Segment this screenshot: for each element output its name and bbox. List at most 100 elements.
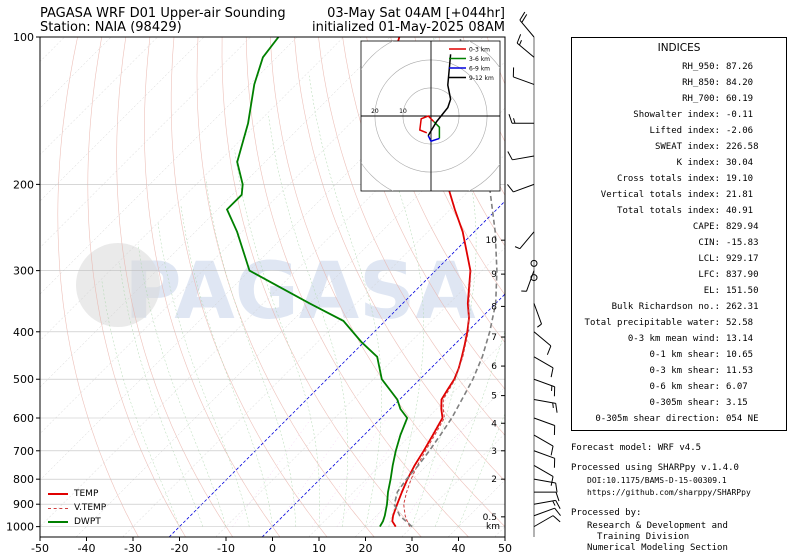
wind-barb-flag bbox=[508, 114, 513, 124]
index-value: 13.14 bbox=[726, 334, 754, 344]
km-tick-label: 5 bbox=[491, 392, 497, 402]
wind-barb bbox=[533, 450, 556, 468]
wind-barb bbox=[516, 34, 535, 58]
wind-barb-flag bbox=[507, 151, 513, 161]
wind-barb bbox=[533, 331, 552, 355]
legend-label: DWPT bbox=[74, 517, 101, 527]
hodograph-ring-label: 50 bbox=[287, 108, 295, 115]
footer-url: https://github.com/sharppy/SHARPpy bbox=[587, 488, 751, 497]
index-label: RH_950: bbox=[682, 62, 720, 72]
moist-adiabat bbox=[268, 115, 348, 527]
moist-adiabat bbox=[435, 330, 505, 527]
series-parcel-line bbox=[393, 37, 498, 528]
hodograph: 50 40 30 20 10 bbox=[287, 41, 500, 191]
footer-org2: Training Division bbox=[597, 532, 690, 542]
moist-adiabat bbox=[309, 75, 382, 527]
isotherm bbox=[354, 386, 505, 537]
footer-org1: Research & Development and bbox=[587, 521, 728, 531]
wind-barb bbox=[533, 478, 558, 493]
x-tick-label: 0 bbox=[269, 542, 276, 555]
isotherm bbox=[40, 37, 298, 295]
x-tick-label: 10 bbox=[312, 542, 326, 555]
y-tick-label: 800 bbox=[13, 473, 34, 486]
zero-isotherm bbox=[261, 293, 505, 537]
footer-processed-by: Processed by: bbox=[571, 508, 642, 518]
index-value: 226.58 bbox=[726, 142, 759, 152]
index-label: 0-305m shear: bbox=[649, 398, 720, 408]
wind-barb bbox=[533, 303, 542, 328]
km-tick-label: 7 bbox=[491, 333, 497, 343]
legend-entry-vtemp: V.TEMP bbox=[48, 501, 106, 515]
footer-model: Forecast model: WRF v4.5 bbox=[571, 443, 702, 453]
y-tick-label: 900 bbox=[13, 498, 34, 511]
index-label: Cross totals index: bbox=[617, 174, 720, 184]
wind-barb bbox=[534, 491, 560, 502]
wind-barb-shaft bbox=[533, 378, 555, 388]
index-row: RH_850: 84.20 bbox=[572, 75, 786, 91]
wind-barb-half-flag bbox=[514, 246, 521, 250]
index-label: Total precipitable water: bbox=[584, 318, 720, 328]
index-row: SWEAT index: 226.58 bbox=[572, 139, 786, 155]
index-label: 0-3 km mean wind: bbox=[627, 334, 720, 344]
wind-barb-shaft bbox=[533, 331, 552, 347]
index-row: LFC: 837.90 bbox=[572, 267, 786, 283]
wind-barb bbox=[514, 231, 535, 250]
moist-adiabat bbox=[119, 263, 204, 527]
index-value: 21.81 bbox=[726, 190, 754, 200]
dry-adiabat bbox=[116, 37, 234, 537]
y-tick-label: 400 bbox=[13, 326, 34, 339]
index-label: SWEAT index: bbox=[654, 142, 720, 152]
title-line2-right: initialized 01-May-2025 08AM bbox=[311, 20, 505, 35]
wind-barb-shaft bbox=[533, 356, 554, 369]
index-row: Cross totals index: 19.10 bbox=[572, 171, 786, 187]
index-value: 929.17 bbox=[726, 254, 759, 264]
index-label: Vertical totals index: bbox=[600, 190, 720, 200]
wind-barb-flag bbox=[550, 367, 554, 378]
index-label: K index: bbox=[676, 158, 720, 168]
dry-adiabat bbox=[245, 37, 469, 537]
moist-adiabat bbox=[157, 223, 250, 527]
index-row: 0-3 km shear: 11.53 bbox=[572, 363, 786, 379]
wind-barb-flag bbox=[555, 403, 558, 413]
index-label: Bulk Richardson no.: bbox=[611, 302, 720, 312]
wind-barb bbox=[533, 417, 556, 436]
index-value: 30.04 bbox=[726, 158, 754, 168]
wind-barb bbox=[521, 270, 535, 292]
wind-barb-shaft bbox=[533, 515, 554, 528]
km-tick-label: 10 bbox=[486, 236, 498, 246]
index-value: 262.31 bbox=[726, 302, 759, 312]
moist-adiabat bbox=[180, 204, 273, 527]
wind-barb bbox=[533, 507, 561, 517]
wind-barb bbox=[519, 11, 535, 38]
moist-adiabat bbox=[137, 244, 227, 527]
title-line1-left: PAGASA WRF D01 Upper-air Sounding bbox=[40, 6, 286, 21]
y-tick-label: 500 bbox=[13, 373, 34, 386]
km-tick-label: 9 bbox=[491, 270, 497, 280]
index-row: 0-305m shear: 3.15 bbox=[572, 395, 786, 411]
x-tick-label: 30 bbox=[405, 542, 419, 555]
moist-adiabat bbox=[234, 149, 320, 527]
index-value: 10.65 bbox=[726, 350, 754, 360]
isotherm bbox=[0, 37, 18, 537]
dry-adiabat bbox=[390, 37, 505, 296]
index-label: LCL: bbox=[698, 254, 720, 264]
wind-barb bbox=[507, 183, 535, 193]
x-tick-label: -10 bbox=[217, 542, 235, 555]
dry-adiabat bbox=[366, 37, 505, 343]
x-tick-label: -40 bbox=[78, 542, 96, 555]
x-tick-label: 50 bbox=[498, 542, 512, 555]
index-label: RH_700: bbox=[682, 94, 720, 104]
mixing-ratio-line bbox=[311, 417, 388, 527]
km-tick-label: 4 bbox=[491, 419, 497, 429]
index-label: Showalter index: bbox=[633, 110, 720, 120]
calm-wind-marker bbox=[530, 274, 538, 282]
moist-adiabat bbox=[101, 280, 180, 527]
isotherm bbox=[215, 247, 505, 537]
title-line1-right: 03-May Sat 04AM [+044hr] bbox=[327, 6, 505, 21]
index-value: 3.15 bbox=[726, 398, 748, 408]
km-tick-label: 8 bbox=[491, 302, 497, 312]
wind-barb-shaft bbox=[533, 417, 555, 426]
isotherm bbox=[40, 37, 158, 155]
wind-barb-shaft bbox=[513, 76, 535, 85]
